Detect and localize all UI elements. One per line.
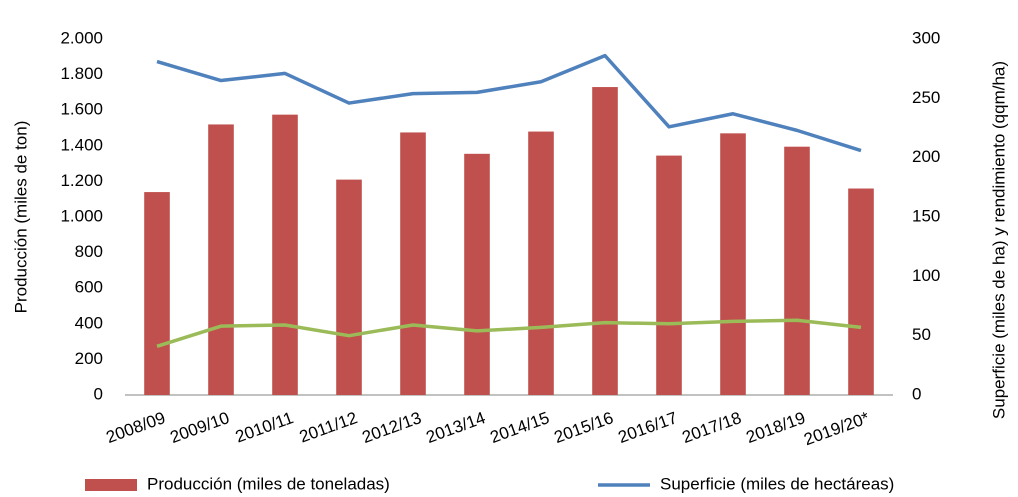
- x-tick-label: 2011/12: [297, 408, 360, 446]
- y2-tick-label: 150: [912, 206, 940, 225]
- bar: [592, 87, 618, 395]
- y2-tick-label: 200: [912, 147, 940, 166]
- x-tick-label: 2014/15: [488, 408, 552, 447]
- y2-tick-label: 300: [912, 28, 940, 47]
- x-tick-label: 2010/11: [233, 408, 296, 446]
- y2-tick-label: 250: [912, 88, 940, 107]
- y2-tick-label: 50: [912, 325, 931, 344]
- x-tick-label: 2017/18: [680, 408, 744, 447]
- bar: [144, 192, 170, 395]
- y-tick-label: 600: [75, 278, 103, 297]
- bar: [528, 131, 554, 395]
- bar: [464, 153, 490, 395]
- y-tick-label: 1.200: [60, 171, 103, 190]
- y-tick-label: 800: [75, 242, 103, 261]
- x-tick-label: 2015/16: [552, 408, 616, 447]
- y2-tick-label: 100: [912, 266, 940, 285]
- bar: [272, 114, 298, 396]
- y-tick-label: 1.600: [60, 100, 103, 119]
- line: [156, 53, 862, 153]
- y-tick-label: 0: [94, 384, 103, 403]
- x-tick-label: 2009/10: [168, 408, 232, 447]
- x-tick-label: 2016/17: [616, 408, 680, 447]
- y2-axis-title: Superficie (miles de ha) y rendimiento (…: [989, 61, 1008, 419]
- y-tick-label: 400: [75, 313, 103, 332]
- bar: [784, 146, 810, 395]
- y-tick-label: 200: [75, 349, 103, 368]
- bar: [336, 179, 362, 395]
- legend-label: Superficie (miles de hectáreas): [660, 474, 894, 493]
- y-axis-title: Producción (miles de ton): [11, 121, 30, 314]
- y-tick-label: 1.800: [60, 64, 103, 83]
- bar: [656, 155, 682, 395]
- legend-swatch: [85, 479, 137, 491]
- x-tick-label: 2013/14: [424, 408, 488, 447]
- bar: [208, 124, 234, 395]
- y-tick-label: 1.000: [60, 206, 103, 225]
- bar: [400, 132, 426, 395]
- y-tick-label: 2.000: [60, 28, 103, 47]
- y-tick-label: 1.400: [60, 135, 103, 154]
- x-tick-label: 2008/09: [104, 408, 168, 447]
- bar: [848, 188, 874, 395]
- line: [156, 318, 862, 349]
- x-tick-label: 2012/13: [360, 408, 424, 447]
- x-tick-label: 2018/19: [744, 408, 808, 447]
- x-tick-label: 2019/20*: [801, 408, 872, 449]
- y2-tick-label: 0: [912, 384, 921, 403]
- legend-label: Producción (miles de toneladas): [147, 474, 390, 493]
- bar: [720, 133, 746, 395]
